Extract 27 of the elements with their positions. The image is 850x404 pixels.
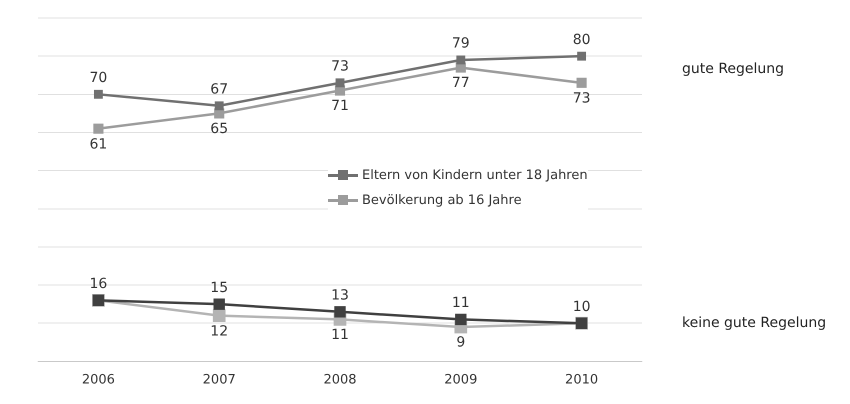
data-label: 11 [331, 327, 349, 344]
data-label: 77 [452, 75, 470, 92]
data-label: 11 [452, 295, 470, 312]
legend-label: Bevölkerung ab 16 Jahre [362, 193, 522, 208]
data-label: 16 [89, 276, 108, 292]
data-label: 61 [89, 136, 108, 152]
data-label: 73 [572, 90, 591, 107]
data-label: 65 [210, 121, 228, 138]
legend-label: Eltern von Kindern unter 18 Jahren [362, 168, 588, 183]
text: keine gute Regelung [682, 314, 826, 331]
x-tick-label: 2008 [323, 372, 357, 388]
data-label: 73 [331, 58, 349, 75]
x-tick-label: 2009 [444, 372, 478, 388]
text: gute Regelung [682, 61, 784, 78]
data-label: 70 [89, 70, 108, 86]
x-tick-label: 2010 [565, 372, 598, 388]
data-label: 71 [331, 98, 349, 114]
data-label: 67 [210, 81, 228, 98]
data-label: 80 [572, 32, 591, 48]
data-label: 9 [456, 334, 466, 351]
data-label: 79 [452, 36, 470, 52]
data-label: 10 [572, 298, 591, 315]
data-label: 15 [210, 280, 228, 296]
x-tick-label: 2007 [202, 372, 236, 388]
x-tick-label: 2006 [82, 372, 115, 388]
data-label: 12 [210, 323, 228, 340]
data-label: 13 [331, 287, 349, 304]
